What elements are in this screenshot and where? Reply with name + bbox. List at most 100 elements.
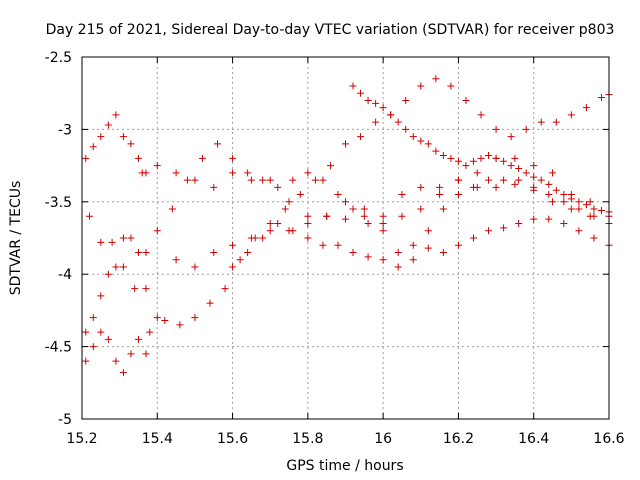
data-points <box>82 75 613 377</box>
data-point <box>500 224 508 232</box>
data-point <box>507 162 515 170</box>
data-point <box>586 212 594 220</box>
data-point <box>417 183 425 191</box>
data-point <box>402 125 410 133</box>
data-point <box>462 162 470 170</box>
data-point <box>439 151 447 159</box>
data-point <box>97 133 105 141</box>
data-point <box>417 82 425 90</box>
data-point <box>454 176 462 184</box>
data-point <box>274 183 282 191</box>
data-point <box>229 154 237 162</box>
data-point <box>191 176 199 184</box>
data-point <box>485 227 493 235</box>
data-point <box>210 248 218 256</box>
data-point <box>146 328 154 336</box>
data-point <box>172 256 180 264</box>
data-point <box>221 285 229 293</box>
data-point <box>172 169 180 177</box>
data-point <box>447 82 455 90</box>
data-point <box>127 234 135 242</box>
data-point <box>436 183 444 191</box>
data-point <box>97 328 105 336</box>
data-point <box>364 220 372 228</box>
data-point <box>86 212 94 220</box>
data-point <box>379 220 387 228</box>
data-point <box>372 99 380 107</box>
data-point <box>119 133 127 141</box>
data-point <box>236 256 244 264</box>
data-point <box>304 212 312 220</box>
data-point <box>545 215 553 223</box>
data-point <box>417 137 425 145</box>
y-tick-label: -4.5 <box>45 340 72 356</box>
data-point <box>266 176 274 184</box>
data-point <box>357 89 365 97</box>
data-point <box>210 183 218 191</box>
data-point <box>131 285 139 293</box>
series-track-g <box>153 140 613 256</box>
data-point <box>473 183 481 191</box>
data-point <box>138 169 146 177</box>
data-point <box>127 350 135 358</box>
data-point <box>485 176 493 184</box>
data-point <box>334 191 342 199</box>
data-point <box>108 238 116 246</box>
y-tick-label: -2.5 <box>45 50 72 66</box>
data-point <box>89 343 97 351</box>
data-point <box>281 205 289 213</box>
data-point <box>161 317 169 325</box>
data-point <box>259 176 267 184</box>
data-point <box>206 299 214 307</box>
data-point <box>349 205 357 213</box>
data-point <box>191 314 199 322</box>
series-track-c <box>82 234 150 336</box>
grid <box>82 57 609 419</box>
data-point <box>168 205 176 213</box>
data-point <box>198 154 206 162</box>
data-point <box>266 227 274 235</box>
data-point <box>597 94 605 102</box>
data-point <box>515 164 523 172</box>
x-tick-label: 15.6 <box>217 431 248 447</box>
data-point <box>398 212 406 220</box>
data-point <box>127 140 135 148</box>
data-point <box>379 104 387 112</box>
data-point <box>582 104 590 112</box>
x-tick-label: 15.2 <box>66 431 97 447</box>
x-tick-label: 15.4 <box>142 431 173 447</box>
data-point <box>119 234 127 242</box>
data-point <box>342 198 349 206</box>
chart-title: Day 215 of 2021, Sidereal Day-to-day VTE… <box>46 22 615 38</box>
data-point <box>590 234 598 242</box>
x-axis-label: GPS time / hours <box>286 458 403 474</box>
data-point <box>492 125 500 133</box>
data-point <box>104 270 112 278</box>
series-track-i <box>229 215 613 271</box>
data-point <box>134 154 142 162</box>
data-point <box>424 140 432 148</box>
data-point <box>447 154 455 162</box>
data-point <box>82 328 90 336</box>
series-track-e <box>138 154 613 228</box>
data-point <box>454 191 462 199</box>
data-point <box>409 241 417 249</box>
data-point <box>266 220 274 228</box>
y-tick-label: -4 <box>58 267 72 283</box>
data-point <box>409 256 417 264</box>
data-point <box>244 169 252 177</box>
plot-frame <box>81 56 610 420</box>
data-point <box>575 227 583 235</box>
data-point <box>259 234 267 242</box>
data-point <box>153 314 161 322</box>
data-point <box>142 248 150 256</box>
data-point <box>304 169 312 177</box>
data-point <box>394 248 402 256</box>
data-point <box>379 212 387 220</box>
data-point <box>304 234 312 242</box>
data-point <box>560 198 568 206</box>
x-tick-label: 16.2 <box>443 431 474 447</box>
data-point <box>229 241 237 249</box>
x-tick-label: 15.8 <box>292 431 323 447</box>
data-point <box>360 212 368 220</box>
